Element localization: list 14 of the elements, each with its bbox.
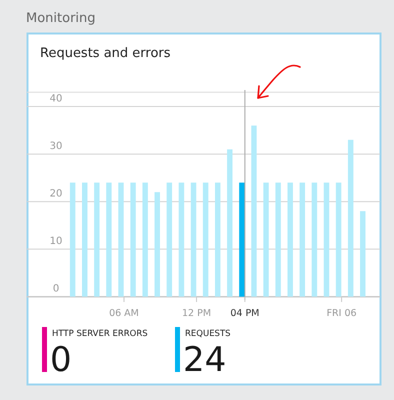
legend-label: HTTP SERVER ERRORS bbox=[52, 329, 148, 339]
y-tick-label: 0 bbox=[52, 284, 60, 295]
y-tick-label: 20 bbox=[50, 188, 62, 200]
y-tick-label: 40 bbox=[50, 94, 62, 105]
text: Monitoring bbox=[26, 11, 96, 26]
x-tick-label: FRI 06 bbox=[326, 308, 357, 319]
text: 24 bbox=[183, 340, 226, 380]
legend-label: REQUESTS bbox=[185, 329, 231, 339]
chart-title: Requests and errors bbox=[40, 46, 171, 61]
x-tick-label: 06 AM bbox=[109, 308, 139, 319]
x-tick-label: 04 PM bbox=[230, 308, 260, 319]
x-tick-label: 12 PM bbox=[182, 308, 212, 319]
y-tick-label: 30 bbox=[50, 141, 62, 152]
y-tick-label: 10 bbox=[50, 236, 62, 248]
